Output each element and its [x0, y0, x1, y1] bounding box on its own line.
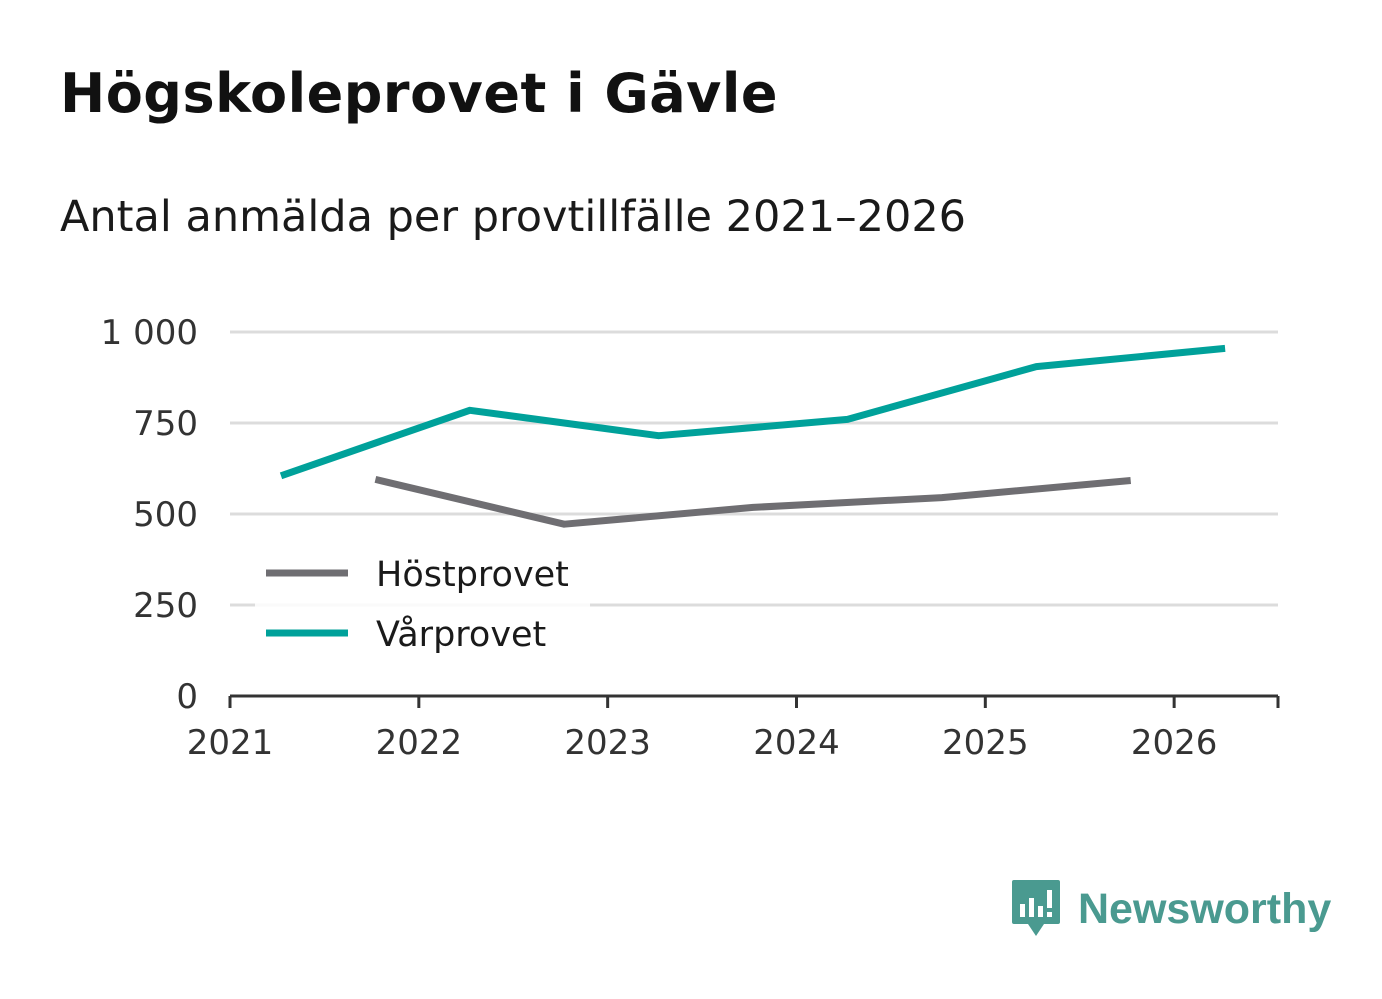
x-tick-label: 2025: [942, 723, 1029, 763]
x-axis: [228, 694, 1280, 708]
newsworthy-brand: Newsworthy: [1010, 878, 1331, 940]
series-line-varprovet: [279, 344, 1226, 480]
series-lines: [279, 344, 1226, 528]
logo-speech-bubble: [1012, 880, 1060, 936]
y-tick-label: 500: [133, 495, 198, 535]
y-tick-label: 750: [133, 404, 198, 444]
x-tick-label: 2024: [753, 723, 840, 763]
x-tick-label: 2023: [564, 723, 651, 763]
x-tick-label: 2022: [376, 723, 463, 763]
logo-bar-1: [1020, 904, 1025, 917]
y-tick-label: 1 000: [101, 313, 198, 353]
legend-label: Höstprovet: [376, 555, 569, 595]
logo-bar-3: [1038, 906, 1043, 917]
y-axis-tick-labels: 0 250 500 750 1 000: [101, 313, 198, 717]
logo-dot: [1047, 912, 1052, 917]
y-tick-label: 250: [133, 586, 198, 626]
x-tick-label: 2021: [187, 723, 274, 763]
y-tick-label: 0: [176, 677, 198, 717]
legend: Höstprovet Vårprovet: [255, 545, 590, 665]
logo-bar-2: [1029, 898, 1034, 917]
x-tick-label: 2026: [1131, 723, 1218, 763]
chart-subtitle: Antal anmälda per provtillfälle 2021–202…: [60, 192, 967, 242]
logo-bar-4: [1047, 890, 1052, 908]
legend-background: [255, 545, 590, 665]
series-line-hostprovet: [374, 475, 1132, 528]
x-axis-tick-labels: 2021 2022 2023 2024 2025 2026: [187, 723, 1218, 763]
legend-label: Vårprovet: [376, 614, 546, 655]
newsworthy-logo-icon: [1012, 880, 1060, 936]
brand-name: Newsworthy: [1078, 884, 1332, 933]
chart-title: Högskoleprovet i Gävle: [60, 62, 779, 125]
